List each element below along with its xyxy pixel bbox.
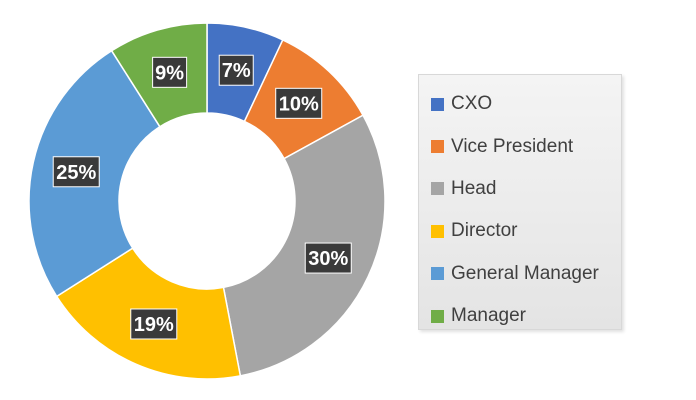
legend-label: Director: [451, 220, 518, 242]
data-label-general-manager: 25%: [52, 156, 100, 188]
legend-label: Vice President: [451, 135, 574, 157]
legend-label: CXO: [451, 93, 493, 115]
legend-item-general-manager: General Manager: [419, 253, 621, 295]
donut-hole: [119, 113, 295, 289]
data-label-box: [52, 156, 100, 188]
data-label-box: [275, 87, 323, 119]
data-label-text: 19%: [134, 314, 174, 336]
data-label-text: 9%: [155, 62, 184, 84]
data-label-text: 30%: [308, 248, 348, 270]
data-label-director: 19%: [130, 308, 178, 340]
legend-label: General Manager: [451, 262, 599, 284]
legend-item-cxo: CXO: [419, 83, 621, 125]
legend-label: Head: [451, 177, 497, 199]
legend-swatch: [431, 140, 444, 154]
legend-label: Manager: [451, 305, 526, 327]
legend-swatch: [431, 224, 444, 238]
data-label-cxo: 7%: [218, 54, 254, 86]
legend: CXO Vice President Head Director General Man…: [418, 74, 622, 330]
data-label-box: [218, 54, 254, 86]
data-labels-layer: 7% 10% 30% 19% 25% 9%: [52, 54, 352, 340]
legend-item-manager: Manager: [419, 295, 621, 337]
data-label-box: [152, 56, 188, 88]
data-label-text: 10%: [279, 93, 319, 115]
data-label-manager: 9%: [152, 56, 188, 88]
legend-swatch: [431, 97, 444, 111]
legend-swatch: [431, 267, 444, 281]
legend-item-director: Director: [419, 210, 621, 252]
data-label-box: [304, 242, 352, 274]
data-label-text: 7%: [222, 60, 251, 82]
legend-swatch: [431, 182, 444, 196]
data-label-vice-president: 10%: [275, 87, 323, 119]
legend-item-head: Head: [419, 168, 621, 210]
data-label-text: 25%: [56, 162, 96, 184]
data-label-head: 30%: [304, 242, 352, 274]
legend-swatch: [431, 309, 444, 323]
legend-item-vice-president: Vice President: [419, 125, 621, 167]
data-label-box: [130, 308, 178, 340]
